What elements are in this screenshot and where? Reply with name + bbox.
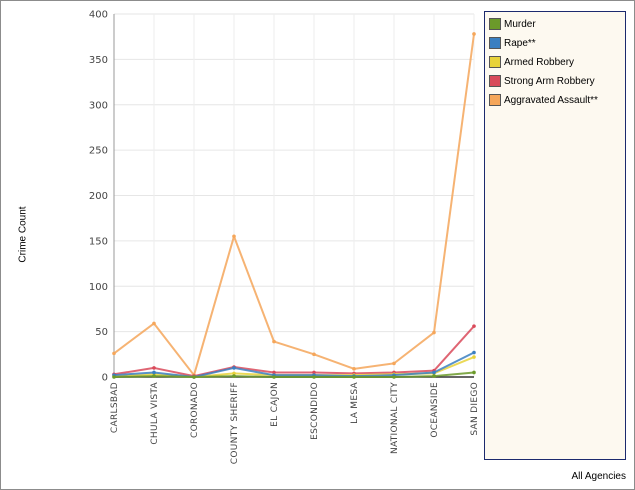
data-point: [392, 361, 396, 366]
legend-swatch: [489, 75, 501, 87]
data-point: [232, 366, 236, 370]
data-point: [472, 370, 476, 375]
legend-swatch: [489, 56, 501, 68]
data-point: [272, 370, 276, 375]
footer-agency-label: All Agencies: [571, 471, 626, 482]
x-tick-label: SAN DIEGO: [470, 382, 480, 436]
legend: Murder Rape** Armed Robbery Strong Arm Robb…: [484, 11, 626, 460]
x-tick-label: CORONADO: [190, 382, 200, 438]
data-point: [152, 370, 156, 375]
legend-item: Armed Robbery: [489, 55, 574, 69]
legend-swatch: [489, 18, 501, 30]
legend-item: Rape**: [489, 36, 536, 50]
x-tick-label: CHULA VISTA: [150, 381, 160, 444]
x-tick-label: NATIONAL CITY: [390, 382, 400, 454]
y-tick-label: 0: [102, 373, 108, 384]
legend-item: Strong Arm Robbery: [489, 74, 595, 88]
data-point: [152, 366, 156, 370]
x-tick-label: EL CAJON: [270, 382, 280, 427]
data-point: [232, 234, 236, 239]
y-tick-label: 150: [89, 236, 108, 247]
data-point: [352, 367, 356, 371]
series-line-4: [113, 33, 475, 377]
data-point: [272, 339, 276, 344]
series-line-1: [113, 351, 475, 378]
legend-label: Rape**: [504, 37, 536, 49]
data-point: [192, 375, 196, 379]
data-point: [432, 370, 436, 375]
data-point: [232, 371, 236, 376]
y-tick-label: 400: [89, 10, 108, 21]
series-line-3: [113, 325, 475, 378]
series-line-0: [113, 371, 475, 378]
y-tick-label: 100: [89, 282, 108, 293]
legend-label: Aggravated Assault**: [504, 94, 598, 106]
legend-swatch: [489, 37, 501, 49]
x-tick-label: COUNTY SHERIFF: [230, 382, 240, 464]
x-tick-label: CARLSBAD: [110, 382, 120, 433]
data-point: [312, 375, 316, 379]
y-tick-label: 350: [89, 55, 108, 66]
data-point: [112, 375, 116, 379]
y-tick-label: 250: [89, 146, 108, 157]
legend-label: Armed Robbery: [504, 56, 575, 68]
legend-item: Murder: [489, 17, 536, 31]
x-tick-label: ESCONDIDO: [310, 382, 320, 440]
data-point: [472, 32, 476, 36]
data-point: [272, 375, 276, 379]
data-point: [472, 355, 476, 359]
legend-label: Strong Arm Robbery: [504, 75, 595, 87]
data-point: [472, 350, 476, 355]
x-tick-label: OCEANSIDE: [430, 382, 440, 438]
x-tick-label: LA MESA: [350, 381, 360, 423]
data-point: [472, 324, 476, 328]
legend-swatch: [489, 94, 501, 106]
legend-item: Aggravated Assault**: [489, 93, 598, 107]
data-point: [312, 352, 316, 357]
data-point: [352, 375, 356, 379]
data-point: [312, 370, 316, 375]
data-point: [392, 375, 396, 379]
y-tick-label: 300: [89, 100, 108, 111]
data-point: [432, 374, 436, 378]
y-tick-label: 200: [89, 191, 108, 202]
data-point: [152, 374, 156, 378]
y-tick-label: 50: [95, 327, 108, 338]
data-point: [152, 321, 156, 326]
legend-label: Murder: [504, 18, 536, 30]
data-point: [432, 330, 436, 335]
data-point: [232, 374, 236, 378]
data-point: [112, 351, 116, 356]
